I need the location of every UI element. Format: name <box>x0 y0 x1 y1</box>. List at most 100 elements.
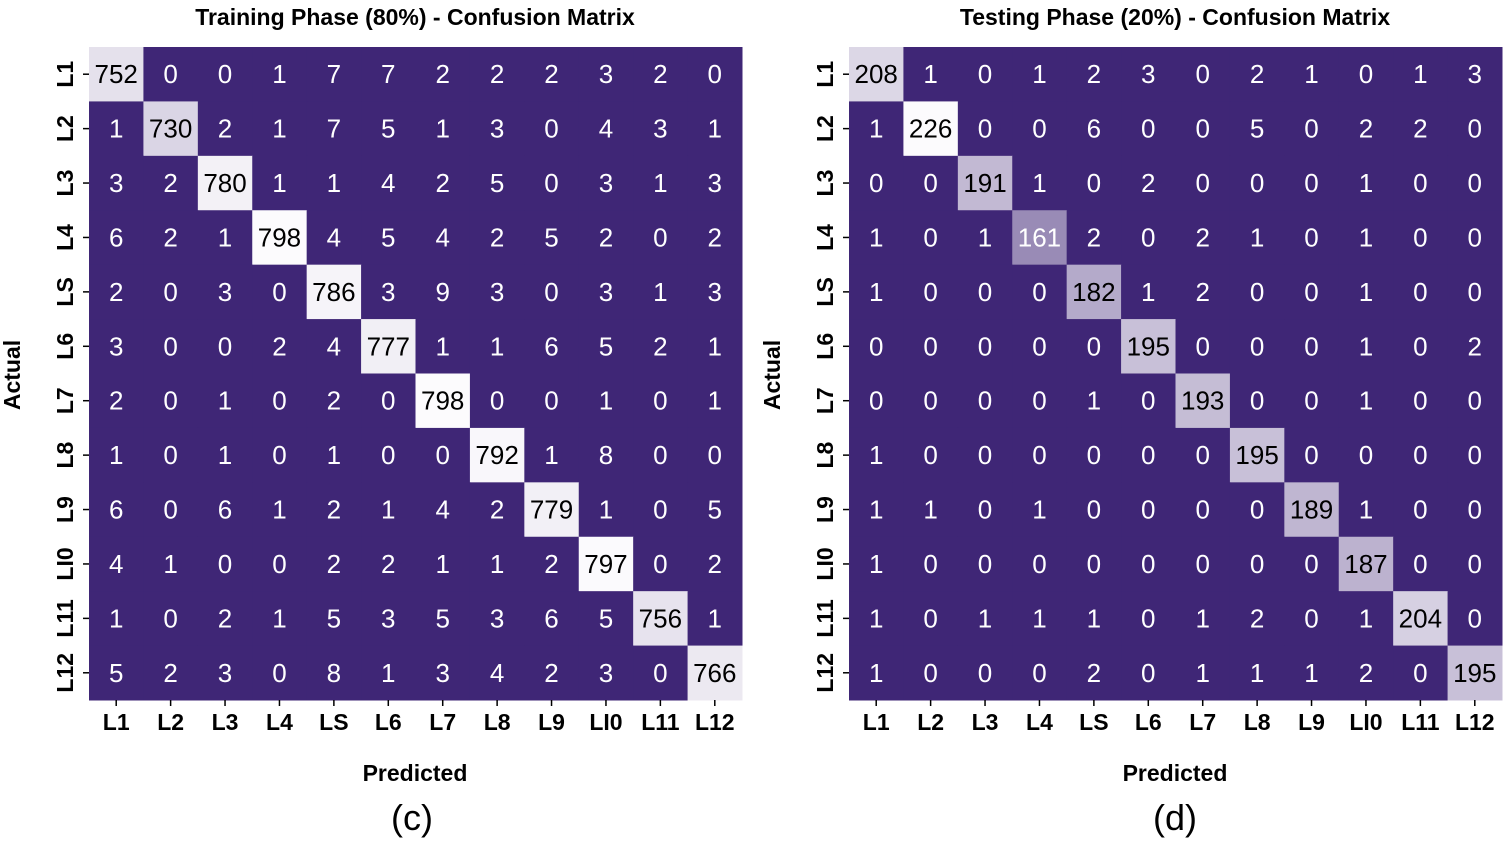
x-tick-label: LS <box>1079 709 1108 735</box>
heatmap-cell <box>252 155 308 211</box>
heatmap-cell <box>687 373 743 429</box>
heatmap-cell <box>306 101 362 157</box>
cell-value-label: 2 <box>1468 331 1482 361</box>
heatmap-cell <box>1012 536 1068 592</box>
heatmap-cell <box>1175 591 1231 647</box>
heatmap-cell <box>849 373 904 429</box>
cell-value-label: 0 <box>1359 440 1373 470</box>
y-tick-label: L12 <box>52 653 78 693</box>
cell-value-label: 6 <box>544 331 558 361</box>
heatmap-cell <box>197 101 253 157</box>
heatmap-cell <box>1229 645 1285 701</box>
cell-value-label: 2 <box>1413 114 1427 144</box>
heatmap-cell <box>1447 645 1503 701</box>
cell-value-label: 1 <box>218 222 232 252</box>
heatmap-cell <box>1012 155 1068 211</box>
heatmap-cell <box>687 427 743 483</box>
cell-value-label: 0 <box>1087 168 1101 198</box>
cell-value-label: 0 <box>1359 59 1373 89</box>
heatmap-cell <box>849 536 904 592</box>
heatmap-cell <box>143 101 199 157</box>
y-tick-label: L8 <box>812 441 838 468</box>
heatmap-cell <box>1447 591 1503 647</box>
heatmap-cell <box>524 591 580 647</box>
heatmap-cell <box>252 210 308 266</box>
cell-value-label: 0 <box>1032 440 1046 470</box>
heatmap-cell <box>1121 427 1176 483</box>
cell-value-label: 2 <box>163 222 177 252</box>
heatmap-cell <box>197 645 253 701</box>
cell-value-label: 195 <box>1127 331 1170 361</box>
heatmap-cell <box>1175 47 1231 102</box>
heatmap-cells: 208 1 0 1 2 3 0 2 1 0 1 31 226 0 0 6 0 0 5 0 2 2 00 0 191 1 0 2 0 0 0 1… <box>812 47 1503 735</box>
heatmap-cell <box>903 47 959 102</box>
cell-value-label: 3 <box>381 603 395 633</box>
cell-value-label: 2 <box>708 549 722 579</box>
cell-value-label: 1 <box>435 331 449 361</box>
heatmap-cell <box>415 645 471 701</box>
cell-value-label: 1 <box>869 549 883 579</box>
y-axis-label: Actual <box>0 340 25 410</box>
x-tick-label: L8 <box>484 709 511 735</box>
cell-value-label: 0 <box>1032 277 1046 307</box>
heatmap-cell <box>306 591 362 647</box>
y-tick-label: L11 <box>812 599 838 638</box>
heatmap-cell <box>957 101 1013 157</box>
cell-value-label: 9 <box>435 277 449 307</box>
heatmap-cell <box>1121 319 1176 374</box>
x-tick-label: L4 <box>1026 709 1053 735</box>
heatmap-cell <box>633 645 689 701</box>
cell-value-label: 1 <box>708 603 722 633</box>
heatmap-cell <box>903 319 959 374</box>
cell-value-label: 0 <box>163 386 177 416</box>
cell-value-label: 0 <box>978 386 992 416</box>
heatmap-cell <box>524 101 580 157</box>
cell-value-label: 1 <box>327 168 341 198</box>
heatmap-cell <box>1338 264 1394 320</box>
cell-value-label: 0 <box>1141 386 1155 416</box>
cell-value-label: 3 <box>490 277 504 307</box>
cell-value-label: 1 <box>381 658 395 688</box>
heatmap-cell <box>1066 482 1122 538</box>
cell-value-label: 1 <box>1032 495 1046 525</box>
heatmap-cell <box>361 47 416 102</box>
cell-value-label: 0 <box>1468 277 1482 307</box>
cell-value-label: 7 <box>381 59 395 89</box>
cell-value-label: 1 <box>599 495 613 525</box>
heatmap-cell <box>524 373 580 429</box>
heatmap-cell <box>524 264 580 320</box>
y-tick-label: L6 <box>812 333 838 360</box>
cell-value-label: 2 <box>272 331 286 361</box>
cell-value-label: 5 <box>109 658 123 688</box>
cell-value-label: 0 <box>1250 277 1264 307</box>
cell-value-label: 1 <box>218 386 232 416</box>
heatmap-cell <box>1066 591 1122 647</box>
cell-value-label: 7 <box>327 114 341 144</box>
heatmap-cell <box>1175 210 1231 266</box>
heatmap-cell <box>252 645 308 701</box>
x-tick-label: L12 <box>1455 709 1495 735</box>
heatmap-cell <box>903 645 959 701</box>
heatmap-cell <box>957 373 1013 429</box>
cell-value-label: 0 <box>1304 222 1318 252</box>
heatmap-cell <box>415 210 471 266</box>
heatmap-cell <box>687 264 743 320</box>
cell-value-label: 1 <box>708 386 722 416</box>
cell-value-label: 1 <box>1141 277 1155 307</box>
cell-value-label: 0 <box>923 222 937 252</box>
cell-value-label: 2 <box>218 603 232 633</box>
heatmap-cell <box>1121 101 1176 157</box>
cell-value-label: 3 <box>435 658 449 688</box>
chart-title: Testing Phase (20%) - Confusion Matrix <box>960 4 1390 30</box>
heatmap-cell <box>361 210 416 266</box>
heatmap-cell <box>1229 536 1285 592</box>
heatmap-cell <box>633 319 689 374</box>
heatmap-cell <box>1284 155 1340 211</box>
heatmap-cell <box>1284 427 1340 483</box>
heatmap-cell <box>469 155 525 211</box>
cell-value-label: 2 <box>1359 658 1373 688</box>
heatmap-cell <box>687 155 743 211</box>
cell-value-label: 4 <box>327 331 341 361</box>
heatmap-cell <box>1066 645 1122 701</box>
